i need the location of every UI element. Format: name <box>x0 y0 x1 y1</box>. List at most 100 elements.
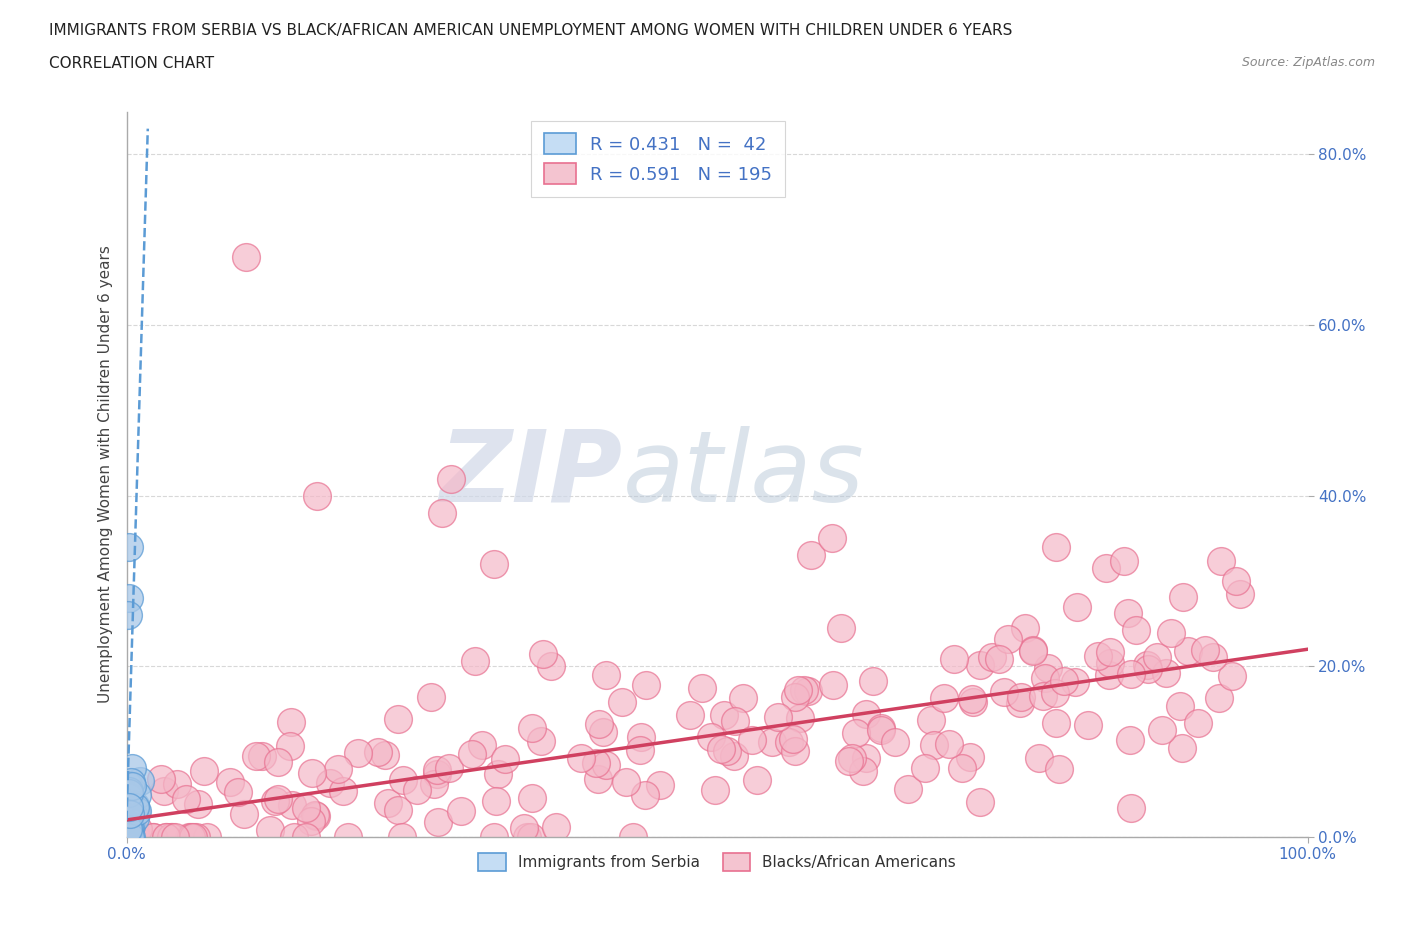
Point <box>283 830 305 844</box>
Point <box>266 791 288 806</box>
Point <box>942 652 965 667</box>
Point <box>299 814 322 829</box>
Point <box>117 821 139 836</box>
Point <box>988 651 1011 666</box>
Point <box>121 778 143 793</box>
Point <box>782 732 804 747</box>
Point <box>1098 668 1121 683</box>
Point <box>1220 669 1243 684</box>
Point <box>304 808 326 823</box>
Point <box>405 782 427 797</box>
Point <box>117 830 139 844</box>
Point <box>1125 622 1147 637</box>
Text: ZIP: ZIP <box>440 426 623 523</box>
Point <box>1150 723 1173 737</box>
Point <box>969 794 991 809</box>
Point <box>115 830 138 844</box>
Point <box>117 812 139 827</box>
Point <box>700 730 723 745</box>
Point <box>938 737 960 751</box>
Point <box>830 620 852 635</box>
Point <box>280 798 302 813</box>
Point <box>118 830 141 844</box>
Point <box>125 830 148 844</box>
Point <box>117 817 139 832</box>
Point <box>482 556 505 571</box>
Point <box>778 735 800 750</box>
Point <box>960 692 983 707</box>
Point <box>115 830 138 844</box>
Point <box>650 777 672 792</box>
Point <box>121 761 143 776</box>
Point <box>278 738 301 753</box>
Point <box>127 804 149 818</box>
Point <box>569 751 592 765</box>
Point <box>118 804 141 818</box>
Point <box>1098 644 1121 659</box>
Point <box>118 821 141 836</box>
Point <box>233 806 256 821</box>
Point <box>250 749 273 764</box>
Point <box>959 750 981 764</box>
Point <box>513 820 536 835</box>
Point <box>129 774 152 789</box>
Point <box>585 755 607 770</box>
Point <box>166 777 188 791</box>
Point <box>516 830 538 844</box>
Point <box>1154 665 1177 680</box>
Point <box>160 830 183 844</box>
Point <box>588 716 610 731</box>
Point <box>1094 561 1116 576</box>
Point <box>922 737 945 752</box>
Point <box>1087 649 1109 664</box>
Point <box>1010 696 1032 711</box>
Point <box>520 721 543 736</box>
Point <box>120 820 142 835</box>
Point <box>1022 643 1045 658</box>
Point <box>799 548 821 563</box>
Point <box>319 776 342 790</box>
Point <box>1160 625 1182 640</box>
Point <box>183 830 205 844</box>
Point <box>595 668 617 683</box>
Point <box>1208 691 1230 706</box>
Point <box>789 711 811 725</box>
Point <box>1119 732 1142 747</box>
Point <box>118 591 141 605</box>
Point <box>1137 661 1160 676</box>
Point <box>845 726 868 741</box>
Point <box>374 747 396 762</box>
Point <box>531 646 554 661</box>
Point <box>969 658 991 672</box>
Point <box>1014 620 1036 635</box>
Point <box>426 763 449 777</box>
Point <box>118 817 141 832</box>
Point <box>630 729 652 744</box>
Point <box>332 784 354 799</box>
Point <box>437 761 460 776</box>
Point <box>391 830 413 844</box>
Y-axis label: Unemployment Among Women with Children Under 6 years: Unemployment Among Women with Children U… <box>97 246 112 703</box>
Point <box>920 712 942 727</box>
Point <box>124 798 146 813</box>
Point <box>761 735 783 750</box>
Point <box>193 764 215 778</box>
Point <box>1136 658 1159 672</box>
Point <box>692 681 714 696</box>
Point <box>1202 649 1225 664</box>
Point <box>377 796 399 811</box>
Point <box>295 801 318 816</box>
Point <box>1116 605 1139 620</box>
Legend: Immigrants from Serbia, Blacks/African Americans: Immigrants from Serbia, Blacks/African A… <box>468 844 966 880</box>
Point <box>1045 715 1067 730</box>
Point <box>1173 590 1195 604</box>
Point <box>160 830 183 844</box>
Point <box>993 684 1015 699</box>
Point <box>733 690 755 705</box>
Point <box>838 753 860 768</box>
Point <box>235 249 257 264</box>
Point <box>392 773 415 788</box>
Point <box>117 539 139 554</box>
Point <box>305 808 328 823</box>
Point <box>1146 650 1168 665</box>
